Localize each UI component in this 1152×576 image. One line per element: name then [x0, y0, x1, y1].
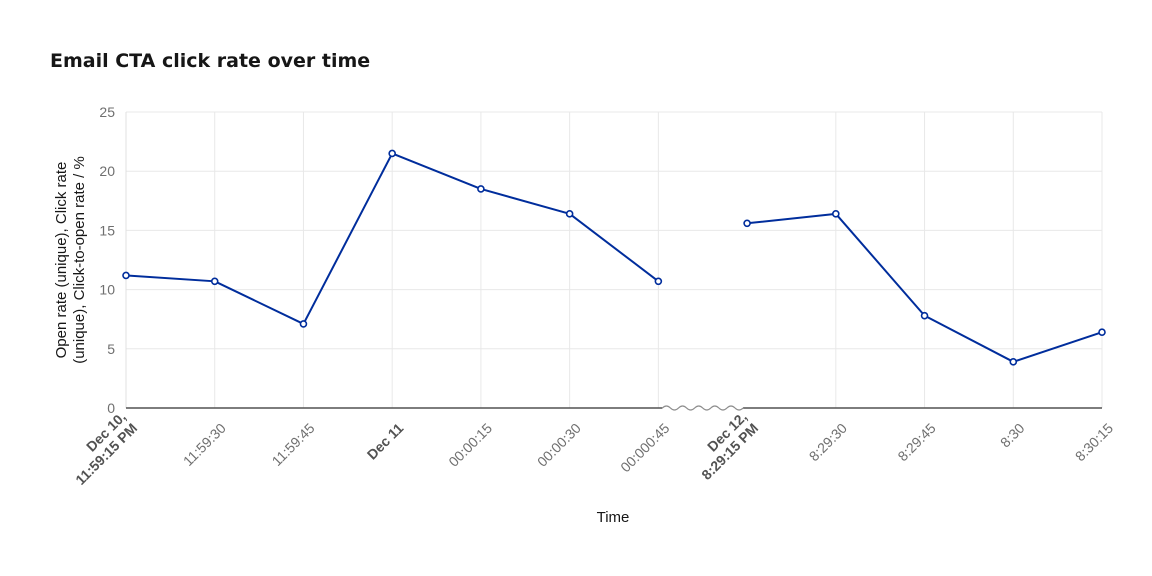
x-tick-text: 00:00:30: [534, 420, 584, 470]
x-tick-text: 8:30:15: [1072, 420, 1116, 464]
y-axis-title-line: (unique), Click-to-open rate / %: [71, 156, 88, 364]
data-point: [565, 210, 574, 218]
x-tick-text: 8:30: [997, 420, 1028, 451]
axes: [125, 112, 1102, 411]
data-point: [477, 185, 485, 193]
x-tick-text: 11:59:45: [269, 420, 318, 469]
series-lines: [125, 152, 1103, 363]
x-tick-label: Dec 10,11:59:15 PM: [72, 409, 140, 488]
data-point: [1098, 328, 1106, 337]
x-tick-label: 00:000:45: [617, 420, 673, 476]
axis-break-marker: [661, 405, 744, 411]
x-tick-text: 8:29:30: [806, 420, 850, 464]
data-point: [832, 210, 840, 218]
x-tick-text: 00:000:45: [617, 420, 673, 476]
y-tick-label: 5: [107, 341, 115, 357]
data-point: [1009, 358, 1018, 366]
data-point: [122, 271, 130, 280]
x-tick-text: 8:29:45: [894, 420, 938, 464]
y-axis-title-line: Open rate (unique), Click rate: [53, 162, 70, 359]
x-tick-label: 11:59:45: [269, 420, 318, 469]
series-points: [122, 149, 1106, 366]
x-tick-label: 11:59:30: [180, 420, 229, 469]
data-point: [654, 277, 663, 286]
x-axis-title: Time: [597, 509, 630, 526]
x-tick-text: 00:00:15: [445, 420, 495, 470]
y-tick-labels: 0 5 10 15 20 25: [99, 104, 115, 416]
data-point: [920, 311, 929, 320]
chart-title: Email CTA click rate over time: [50, 50, 371, 72]
y-axis-title-text: Open rate (unique), Click rate (unique), …: [53, 156, 88, 364]
x-tick-label: 00:00:15: [445, 420, 495, 470]
x-tick-label: 8:30: [997, 420, 1028, 451]
data-point: [210, 277, 219, 286]
y-tick-label: 20: [99, 163, 115, 179]
x-tick-labels: Dec 10,11:59:15 PM 11:59:30 11:59:45 Dec 11…: [72, 409, 1116, 488]
x-tick-label: Dec 11: [364, 420, 407, 463]
x-tick-text: Dec 11: [364, 420, 407, 463]
x-tick-label: 8:30:15: [1072, 420, 1116, 464]
data-point: [299, 320, 308, 328]
y-tick-label: 0: [107, 400, 115, 416]
y-tick-label: 25: [99, 104, 115, 120]
data-point: [388, 149, 396, 158]
x-tick-label: 8:29:45: [894, 420, 938, 464]
x-tick-label: 00:00:30: [534, 420, 584, 470]
y-axis-title: Open rate (unique), Click rate (unique), …: [53, 156, 88, 364]
x-tick-text: 11:59:30: [180, 420, 229, 469]
x-tick-label: 8:29:30: [806, 420, 850, 464]
grid-lines: [126, 111, 1103, 408]
x-tick-label: Dec 12,8:29:15 PM: [698, 409, 761, 483]
data-point: [743, 219, 751, 228]
y-tick-label: 10: [99, 282, 115, 298]
y-tick-label: 15: [99, 222, 115, 238]
